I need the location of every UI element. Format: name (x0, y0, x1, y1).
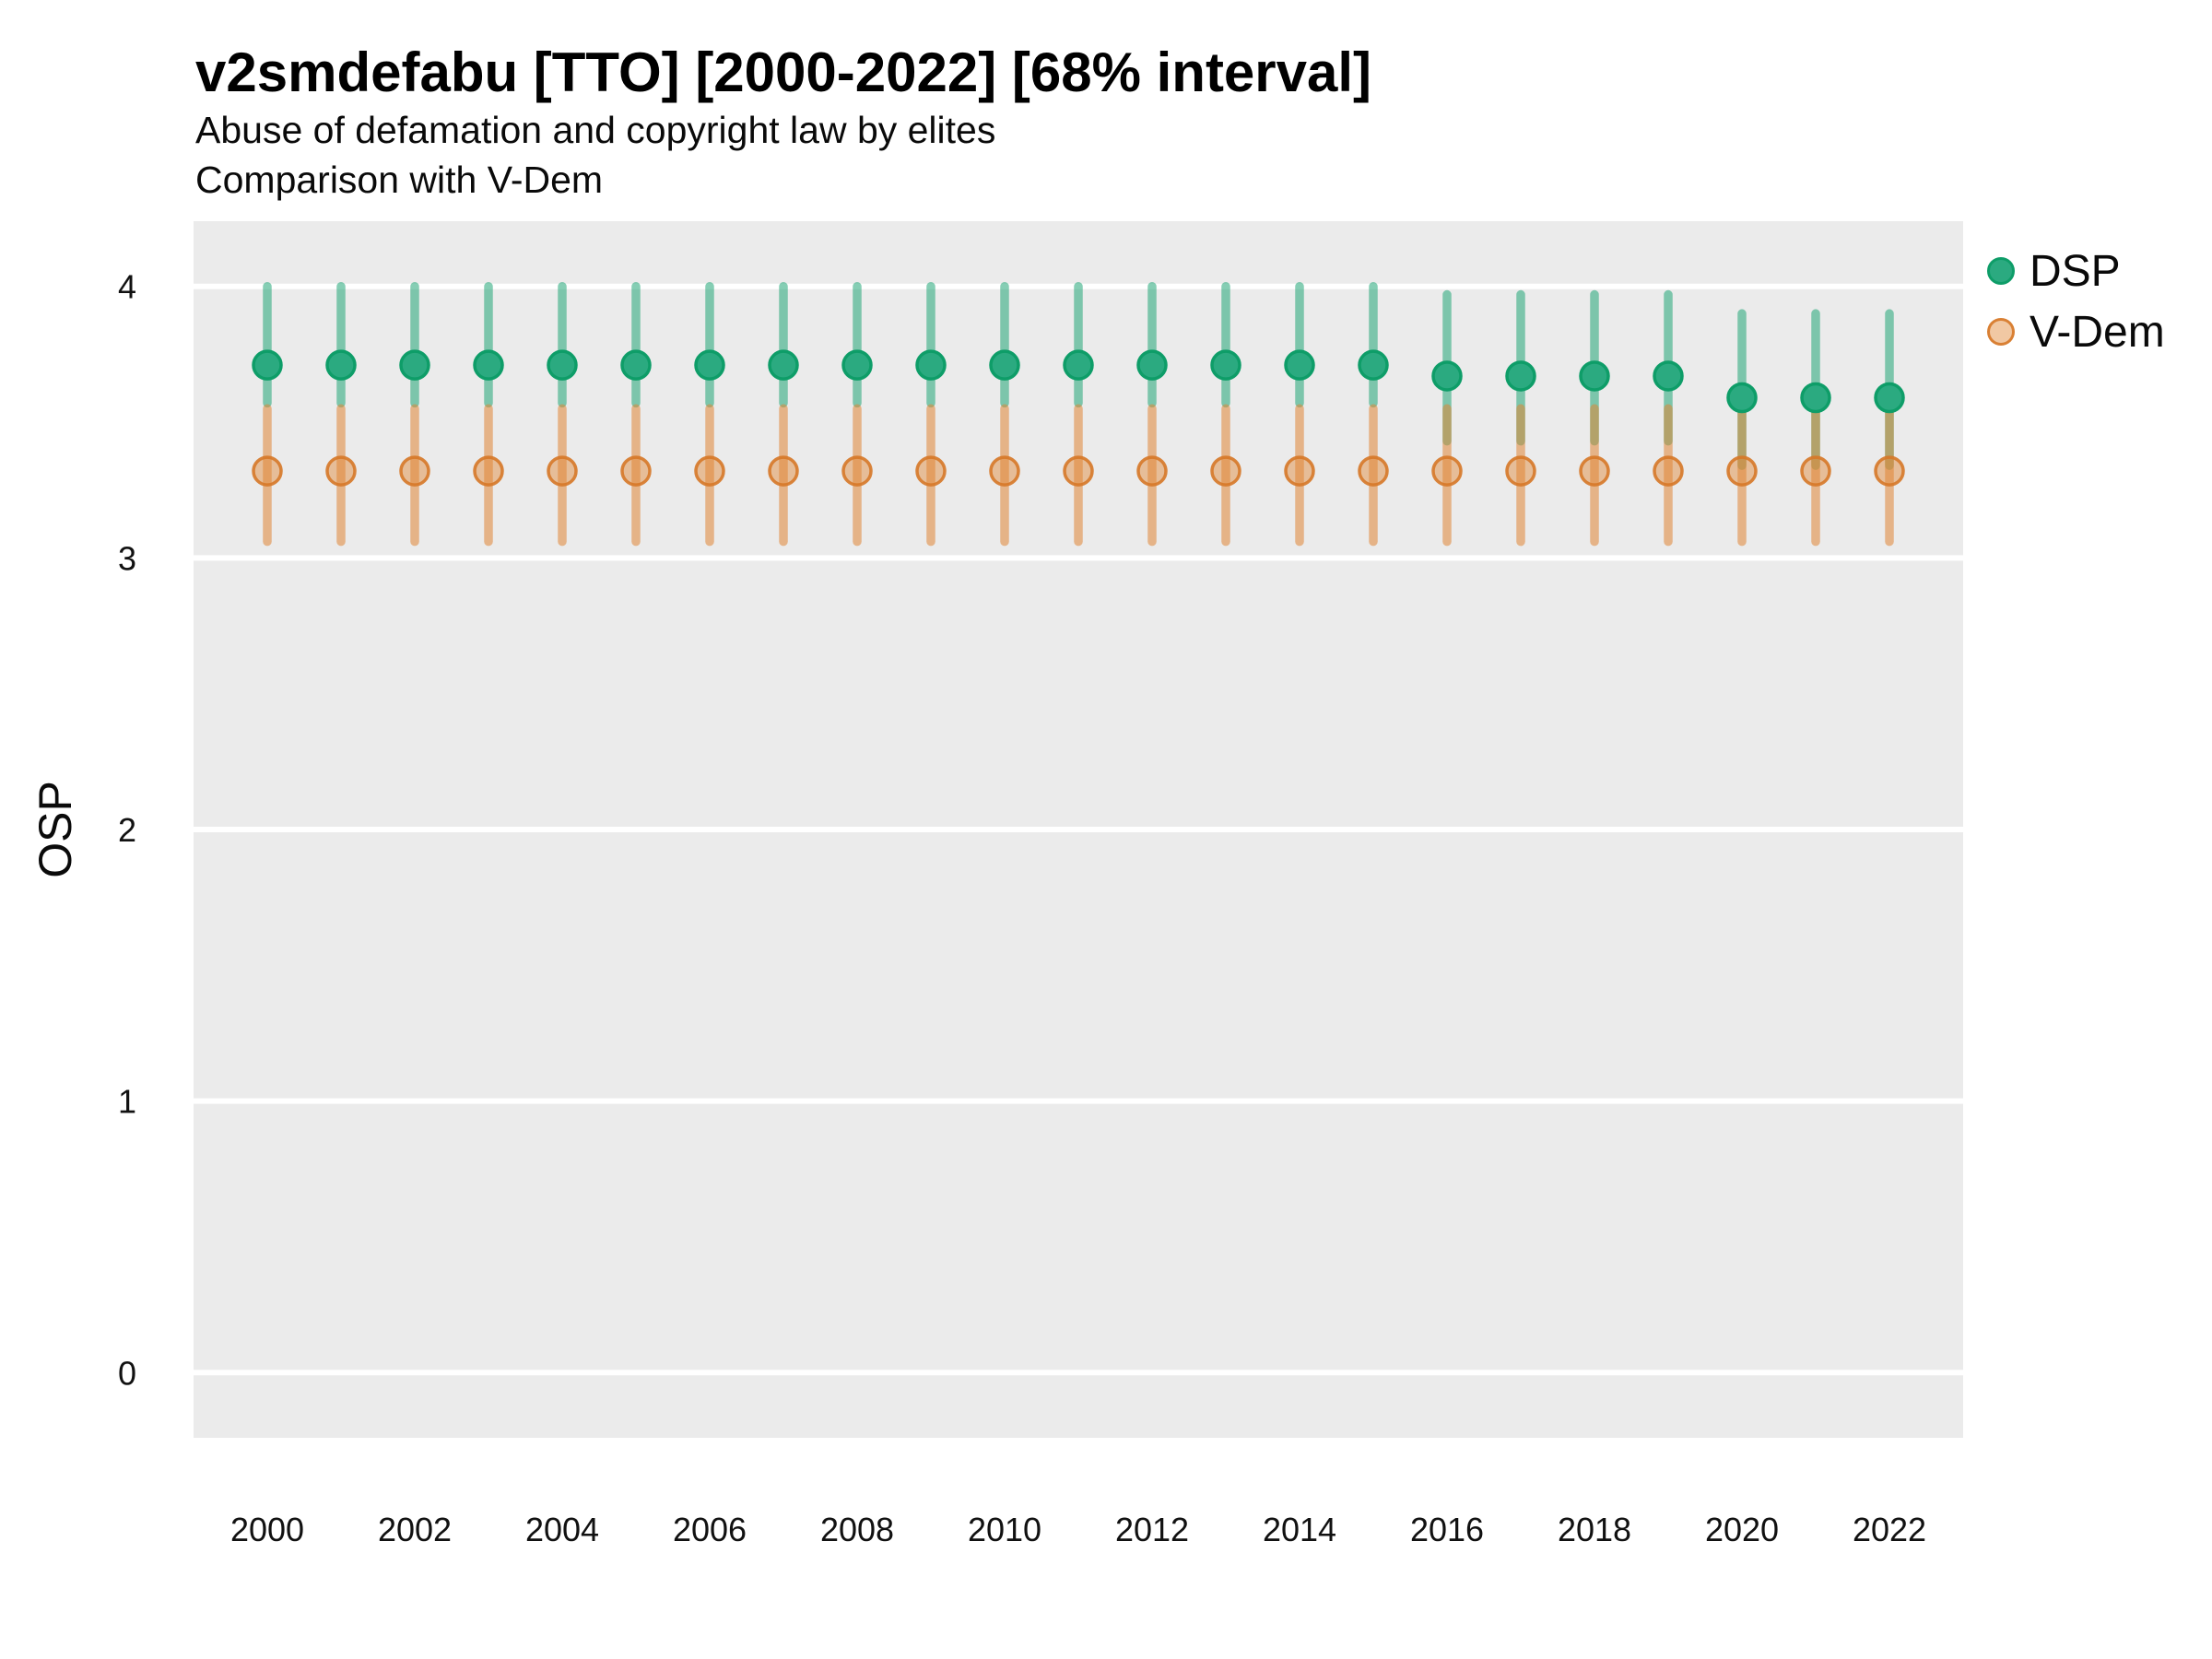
dsp-point-2004 (547, 349, 578, 381)
vdem-point-2022 (1874, 455, 1905, 487)
chart-title: v2smdefabu [TTO] [2000-2022] [68% interv… (195, 41, 1372, 103)
legend-label-vdem: V-Dem (2030, 307, 2165, 357)
vdem-point-2012 (1136, 455, 1168, 487)
vdem-point-2009 (915, 455, 947, 487)
x-tick-label-2006: 2006 (673, 1511, 747, 1548)
dsp-point-2012 (1136, 349, 1168, 381)
x-tick-label-2012: 2012 (1115, 1511, 1189, 1548)
dsp-point-2007 (768, 349, 799, 381)
legend-key-vdem-circle (1987, 318, 2015, 346)
vdem-point-2004 (547, 455, 578, 487)
vdem-point-2006 (694, 455, 725, 487)
dsp-point-2000 (252, 349, 283, 381)
x-tick-label-2014: 2014 (1263, 1511, 1336, 1548)
dsp-point-2013 (1210, 349, 1241, 381)
vdem-point-2001 (325, 455, 357, 487)
y-axis-title: OSP (29, 781, 81, 878)
dsp-point-2008 (841, 349, 873, 381)
vdem-point-2003 (473, 455, 504, 487)
y-tick-label-0: 0 (118, 1354, 136, 1392)
y-tick-label-1: 1 (118, 1083, 136, 1121)
vdem-point-2011 (1063, 455, 1094, 487)
x-tick-label-2020: 2020 (1705, 1511, 1779, 1548)
vdem-point-2005 (620, 455, 652, 487)
x-tick-label-2018: 2018 (1558, 1511, 1631, 1548)
legend-label-dsp: DSP (2030, 246, 2121, 296)
chart-subtitle: Abuse of defamation and copyright law by… (195, 109, 996, 151)
dsp-point-2011 (1063, 349, 1094, 381)
dsp-point-2006 (694, 349, 725, 381)
dsp-point-2016 (1431, 360, 1463, 392)
x-tick-label-2002: 2002 (378, 1511, 452, 1548)
vdem-point-2018 (1579, 455, 1610, 487)
dsp-point-2018 (1579, 360, 1610, 392)
dsp-point-2021 (1800, 382, 1831, 414)
legend-key-dsp-circle (1987, 257, 2015, 285)
vdem-point-2016 (1431, 455, 1463, 487)
x-tick-label-2010: 2010 (968, 1511, 1041, 1548)
vdem-point-2020 (1726, 455, 1758, 487)
x-tick-label-2016: 2016 (1410, 1511, 1484, 1548)
vdem-point-2007 (768, 455, 799, 487)
vdem-point-2014 (1284, 455, 1315, 487)
x-tick-label-2022: 2022 (1853, 1511, 1926, 1548)
vdem-point-2002 (399, 455, 430, 487)
vdem-point-2010 (989, 455, 1020, 487)
y-tick-label-2: 2 (118, 811, 136, 849)
dsp-point-2003 (473, 349, 504, 381)
chart-subtitle-line2: Comparison with V-Dem (195, 159, 604, 201)
vdem-point-2021 (1800, 455, 1831, 487)
x-tick-label-2004: 2004 (525, 1511, 599, 1548)
dsp-point-2017 (1505, 360, 1536, 392)
dsp-point-2010 (989, 349, 1020, 381)
legend-item-dsp: DSP (1987, 243, 2165, 299)
legend: DSP V-Dem (1987, 243, 2165, 359)
legend-item-vdem: V-Dem (1987, 304, 2165, 359)
dsp-point-2022 (1874, 382, 1905, 414)
vdem-point-2000 (252, 455, 283, 487)
dsp-point-2005 (620, 349, 652, 381)
vdem-point-2013 (1210, 455, 1241, 487)
dsp-point-2015 (1358, 349, 1389, 381)
y-tick-label-3: 3 (118, 539, 136, 577)
x-tick-label-2000: 2000 (230, 1511, 304, 1548)
dsp-point-2001 (325, 349, 357, 381)
dsp-point-2014 (1284, 349, 1315, 381)
vdem-point-2008 (841, 455, 873, 487)
vdem-point-2015 (1358, 455, 1389, 487)
dsp-point-2020 (1726, 382, 1758, 414)
dsp-point-2019 (1653, 360, 1684, 392)
y-tick-label-4: 4 (118, 268, 136, 306)
vdem-point-2019 (1653, 455, 1684, 487)
dsp-point-2009 (915, 349, 947, 381)
dsp-point-2002 (399, 349, 430, 381)
x-tick-label-2008: 2008 (820, 1511, 894, 1548)
vdem-point-2017 (1505, 455, 1536, 487)
